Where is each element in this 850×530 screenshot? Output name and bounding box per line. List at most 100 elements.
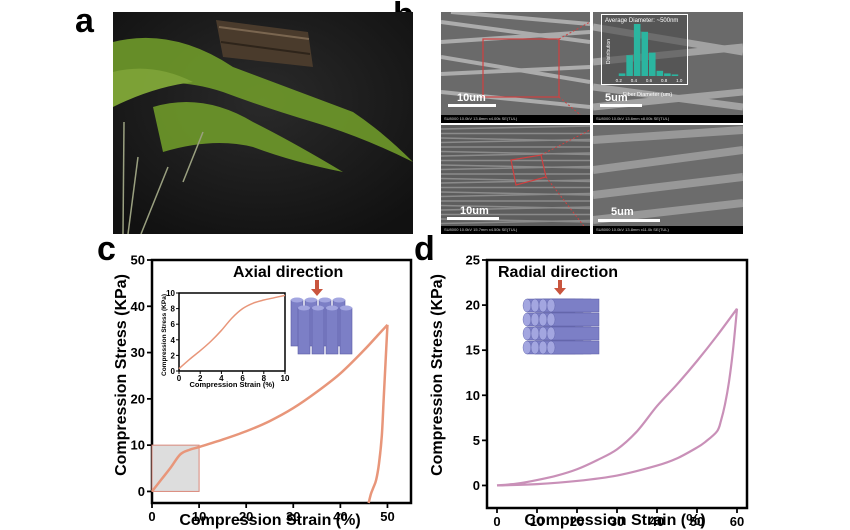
cylinder-end xyxy=(522,326,532,341)
cylinder-end xyxy=(530,340,540,355)
inset-y-tick-label: 0 xyxy=(171,367,176,376)
y-tick-label: 25 xyxy=(466,253,480,268)
inset-x-tick-label: 4 xyxy=(219,374,224,383)
cylinder-end xyxy=(546,340,556,355)
y-tick-label: 30 xyxy=(131,345,145,360)
inset-y-tick-label: 4 xyxy=(171,336,176,345)
cylinder-top xyxy=(319,297,331,303)
cylinder xyxy=(339,307,353,355)
cylinder-end xyxy=(530,326,540,341)
fiber-diameter-histogram: Average Diameter: ~500nm Distribution 0.… xyxy=(601,14,688,98)
series-loading xyxy=(496,308,738,487)
y-tick-label: 10 xyxy=(131,438,145,453)
cylinder-end xyxy=(546,326,556,341)
x-tick-label: 0 xyxy=(493,514,500,529)
annotation-axial-direction: Axial direction xyxy=(233,264,343,281)
sem-scale-label: 5um xyxy=(605,92,628,104)
histogram-bar xyxy=(633,24,641,76)
inset-y-tick-label: 2 xyxy=(171,351,176,360)
cylinder-end xyxy=(546,312,556,327)
inset-chart: 0 2 4 6 8 10 0 2 4 6 8 10 xyxy=(166,289,290,383)
x-tick-label: 40 xyxy=(650,514,664,529)
axial-cylinder-bundle-illustration xyxy=(290,297,353,355)
x-tick-label: 60 xyxy=(730,514,744,529)
cylinder-top xyxy=(291,297,303,303)
histogram-bar xyxy=(656,70,664,76)
cylinder xyxy=(325,307,339,355)
x-tick-label: 20 xyxy=(239,509,253,524)
panel-label-c: c xyxy=(97,230,116,268)
inset-x-axis-label: Compression Strain (%) xyxy=(189,380,275,389)
inset-x-tick-label: 6 xyxy=(240,374,245,383)
y-tick-label: 40 xyxy=(131,299,145,314)
plot-frame xyxy=(150,258,413,505)
cylinder-end xyxy=(522,340,532,355)
inset-x-tick-label: 2 xyxy=(198,374,203,383)
fiber-line xyxy=(441,138,590,144)
x-tick-label: 10 xyxy=(192,509,206,524)
cylinder-end xyxy=(538,326,548,341)
sem-image-4: 5um SU8000 10.0kV 13.8mm x11.0k SE(TUL) xyxy=(593,125,743,234)
cylinder-top xyxy=(340,305,352,311)
fiber-line xyxy=(441,125,590,130)
x-tick-label: 50 xyxy=(690,514,704,529)
radial-cylinder-bundle-illustration xyxy=(522,298,600,355)
histogram-x-tick-label: 0.4 xyxy=(631,78,638,83)
x-tick-label: 0 xyxy=(148,509,155,524)
sem-image-1: 10um SU8000 10.0kV 13.8mm x4.00k SE(TUL) xyxy=(441,12,590,123)
histogram-x-tick-label: 0.8 xyxy=(661,78,668,83)
panel-label-d: d xyxy=(414,230,435,268)
cylinder-top xyxy=(312,305,324,311)
chart-axial-compression: 0 10 20 30 40 50 0 10 20 30 40 50 0 2 4 6 8 10 0 2 4 6 8 10 Axi… xyxy=(113,253,413,529)
cylinder-end xyxy=(538,298,548,313)
annotation-radial-direction: Radial direction xyxy=(498,264,618,281)
fiber-line xyxy=(441,165,590,171)
histogram-bar xyxy=(641,31,648,76)
sem-image-2: Average Diameter: ~500nm Distribution 0.… xyxy=(593,12,743,123)
series-loading xyxy=(151,323,389,493)
cylinder xyxy=(297,307,311,355)
cylinder xyxy=(311,307,325,355)
x-tick-label: 20 xyxy=(570,514,584,529)
sem-scale-label: 10um xyxy=(460,205,489,217)
inset-y-tick-label: 10 xyxy=(166,289,175,298)
chart-radial-compression: 0 10 20 30 40 50 60 0 5 10 15 20 25 Radial direction… xyxy=(429,253,749,529)
fiber-line xyxy=(441,192,590,198)
cylinder xyxy=(550,312,600,327)
fern-photograph xyxy=(113,12,413,234)
y-tick-label: 0 xyxy=(473,478,480,493)
series-unloading xyxy=(496,308,739,487)
cylinder-top xyxy=(326,305,338,311)
sem-scale-label: 5um xyxy=(611,206,634,218)
histogram-x-tick-label: 1.0 xyxy=(676,78,683,83)
inset-x-tick-label: 0 xyxy=(177,374,182,383)
y-tick-label: 5 xyxy=(473,433,480,448)
x-tick-label: 30 xyxy=(610,514,624,529)
histogram-title: Average Diameter: ~500nm xyxy=(605,18,678,24)
fiber-line xyxy=(441,206,590,211)
y-axis-label: Compression Stress (KPa) xyxy=(429,274,446,476)
x-axis-label: Compression Strain (%) xyxy=(524,512,705,529)
inset-x-tick-label: 8 xyxy=(262,374,267,383)
sem-info-bar: SU8000 10.0kV 15.7mm x4.50k SE(TUL) xyxy=(441,226,590,234)
histogram-bar xyxy=(649,52,656,76)
y-tick-label: 10 xyxy=(466,388,480,403)
cylinder xyxy=(550,298,600,313)
inset-frame xyxy=(178,292,286,372)
cylinder-top xyxy=(305,297,317,303)
cylinder-top xyxy=(298,305,310,311)
x-tick-label: 50 xyxy=(380,509,394,524)
x-tick-label: 40 xyxy=(333,509,347,524)
sem-info-bar: SU8000 10.0kV 13.6mm x8.00k SE(TUL) xyxy=(593,115,743,123)
x-tick-label: 10 xyxy=(530,514,544,529)
cylinder-end xyxy=(522,298,532,313)
fiber-line xyxy=(441,152,590,157)
histogram-x-tick-label: 0.2 xyxy=(616,78,623,83)
inset-y-tick-label: 8 xyxy=(171,305,176,314)
arrow-down-icon xyxy=(311,280,323,296)
y-tick-label: 20 xyxy=(131,391,145,406)
histogram-x-tick-label: 0.6 xyxy=(646,78,653,83)
fiber-line xyxy=(441,219,590,225)
inset-x-tick-label: 10 xyxy=(281,374,290,383)
y-tick-label: 0 xyxy=(138,484,145,499)
